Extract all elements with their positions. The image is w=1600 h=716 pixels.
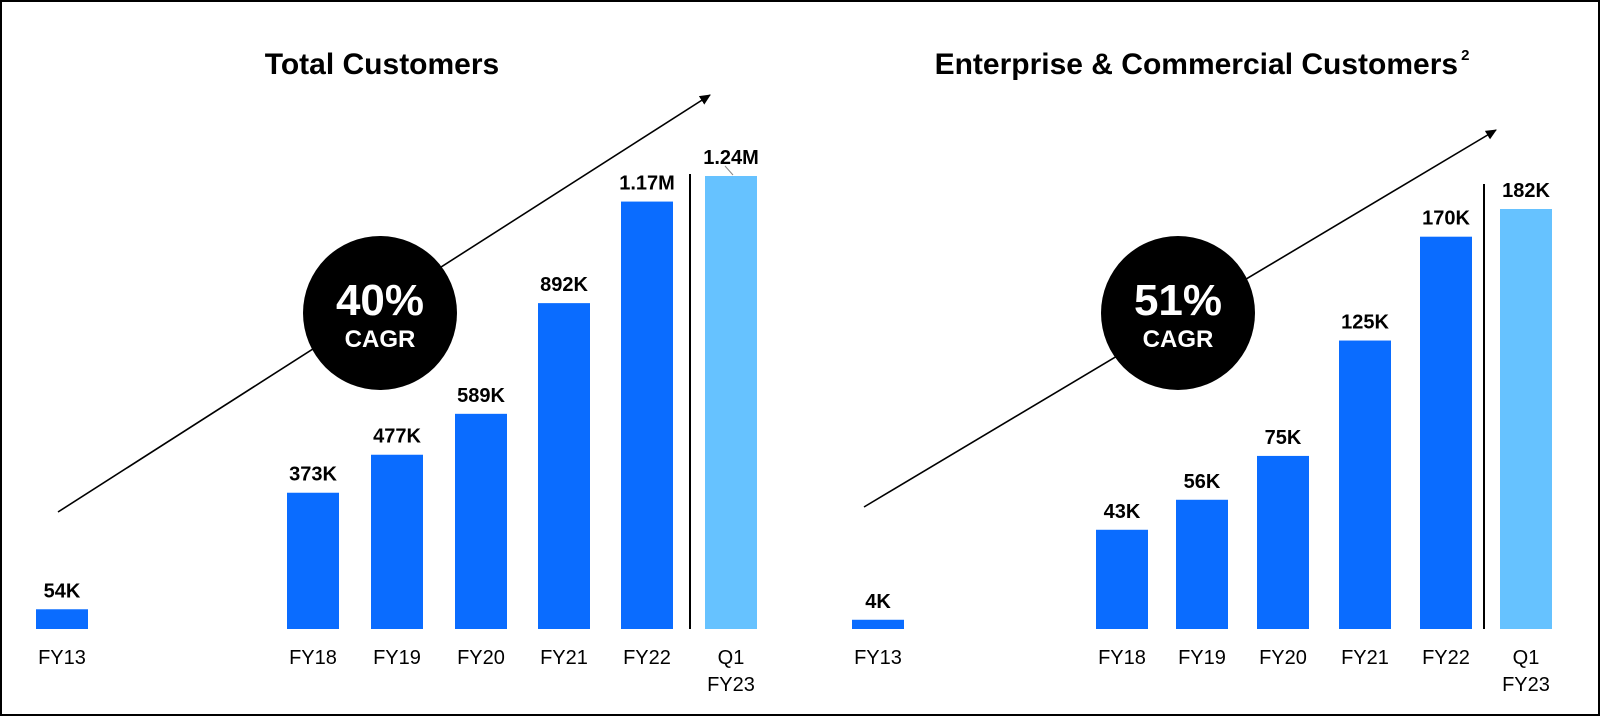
chart2-value-label-4: 75K [1265, 427, 1302, 449]
chart1-category-label-5: FY21 [540, 647, 588, 669]
chart1-value-label-1: 54K [44, 580, 81, 602]
chart1-title: Total Customers [265, 48, 499, 81]
chart2-bar-7 [1500, 209, 1552, 629]
chart2-title: Enterprise & Commercial Customers 2 [935, 47, 1470, 81]
chart1-category-label-1: FY13 [38, 647, 86, 669]
chart2-cagr-label: CAGR [1143, 326, 1214, 353]
chart1-bar-6 [621, 201, 673, 630]
chart1-bar-4 [455, 413, 507, 629]
chart1-cagr-value: 40% [336, 276, 424, 325]
chart2-value-label-1: 4K [865, 591, 891, 613]
chart1-category-label-6: FY22 [623, 647, 671, 669]
chart1-bar-7 [705, 176, 757, 629]
chart1-cagr-label: CAGR [345, 326, 416, 353]
chart1-bar-5 [538, 303, 590, 629]
chart1-value-label-3: 477K [373, 426, 421, 448]
chart2-category-label-4: FY20 [1259, 647, 1307, 669]
chart1-value-label-4: 589K [457, 385, 505, 407]
chart1-cagr-badge [303, 236, 457, 390]
chart2-value-label-3: 56K [1184, 471, 1221, 493]
chart2-value-label-6: 170K [1422, 208, 1470, 230]
chart1-category-label-7: Q1 FY23 [707, 647, 755, 696]
chart2-category-label-5: FY21 [1341, 647, 1389, 669]
chart1-bar-2 [287, 492, 339, 629]
chart2-title-superscript: 2 [1461, 47, 1469, 64]
chart2-bar-4 [1257, 455, 1309, 629]
chart2-bar-5 [1339, 340, 1391, 629]
chart2-value-label-7: 182K [1502, 180, 1550, 202]
chart2-cagr-value: 51% [1134, 276, 1222, 325]
chart1-category-label-4: FY20 [457, 647, 505, 669]
chart1-value-label-2: 373K [289, 464, 337, 486]
chart2-category-label-2: FY18 [1098, 647, 1146, 669]
chart1-bar-3 [371, 454, 423, 629]
chart2-category-label-6: FY22 [1422, 647, 1470, 669]
chart1-value-label-5: 892K [540, 274, 588, 296]
chart2-bar-1 [852, 619, 904, 629]
chart2-category-label-1: FY13 [854, 647, 902, 669]
chart2-bar-2 [1096, 529, 1148, 629]
chart2-category-label-3: FY19 [1178, 647, 1226, 669]
chart2-value-label-5: 125K [1341, 312, 1389, 334]
chart1-category-label-2: FY18 [289, 647, 337, 669]
chart1-category-label-3: FY19 [373, 647, 421, 669]
chart2-value-label-2: 43K [1104, 501, 1141, 523]
chart2-category-label-7: Q1 FY23 [1502, 647, 1550, 696]
chart2-bar-3 [1176, 499, 1228, 629]
chart1-highlight-leader [724, 165, 734, 176]
chart1-value-label-7: 1.24M [703, 147, 759, 169]
chart2-bar-6 [1420, 236, 1472, 629]
chart1-bar-1 [36, 609, 88, 629]
chart1-value-label-6: 1.17M [619, 173, 675, 195]
chart2-cagr-badge [1101, 236, 1255, 390]
